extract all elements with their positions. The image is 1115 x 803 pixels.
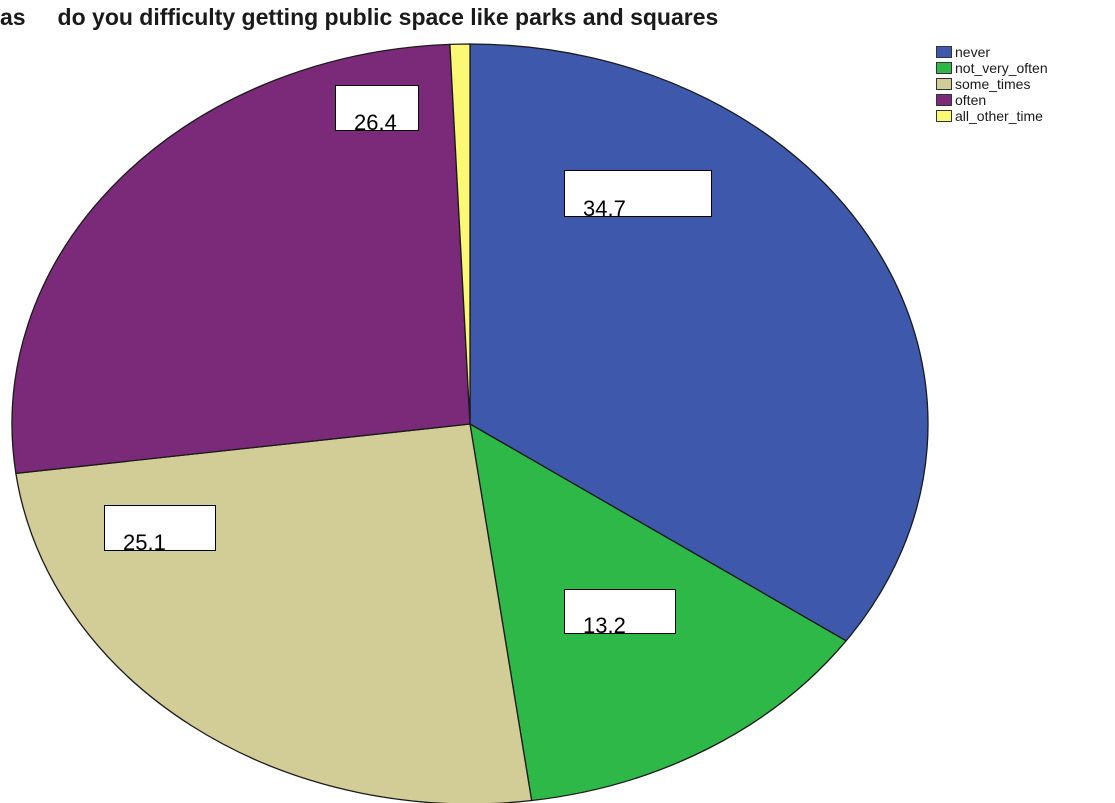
legend-swatch <box>936 62 952 74</box>
pie-slice-some-times <box>15 423 533 803</box>
legend-label: never <box>955 44 991 60</box>
legend-item-all-other-time: all_other_time <box>936 108 1048 124</box>
chart-title: as do you difficulty getting public spac… <box>0 4 719 30</box>
legend-swatch <box>936 46 952 58</box>
legend-swatch <box>936 94 952 106</box>
legend-item-often: often <box>936 92 1048 108</box>
legend-label: some_times <box>955 76 1031 92</box>
legend-item-some-times: some_times <box>936 76 1048 92</box>
legend-label: all_other_time <box>955 108 1043 124</box>
legend: never not_very_often some_times often all_ot… <box>936 44 1048 124</box>
legend-item-never: never <box>936 44 1048 60</box>
data-label-not-very-often: 13.2 <box>564 589 676 634</box>
legend-label: often <box>955 92 987 108</box>
pie-slice-often <box>11 43 471 475</box>
legend-item-not-very-often: not_very_often <box>936 60 1048 76</box>
pie-slice-all-other-time <box>449 43 471 425</box>
legend-label: not_very_often <box>955 60 1048 76</box>
legend-swatch <box>936 78 952 90</box>
data-label-often: 26.4 <box>335 85 419 131</box>
legend-swatch <box>936 110 952 122</box>
data-label-never: 34.7 <box>564 170 712 217</box>
data-label-some-times: 25.1 <box>104 505 216 551</box>
